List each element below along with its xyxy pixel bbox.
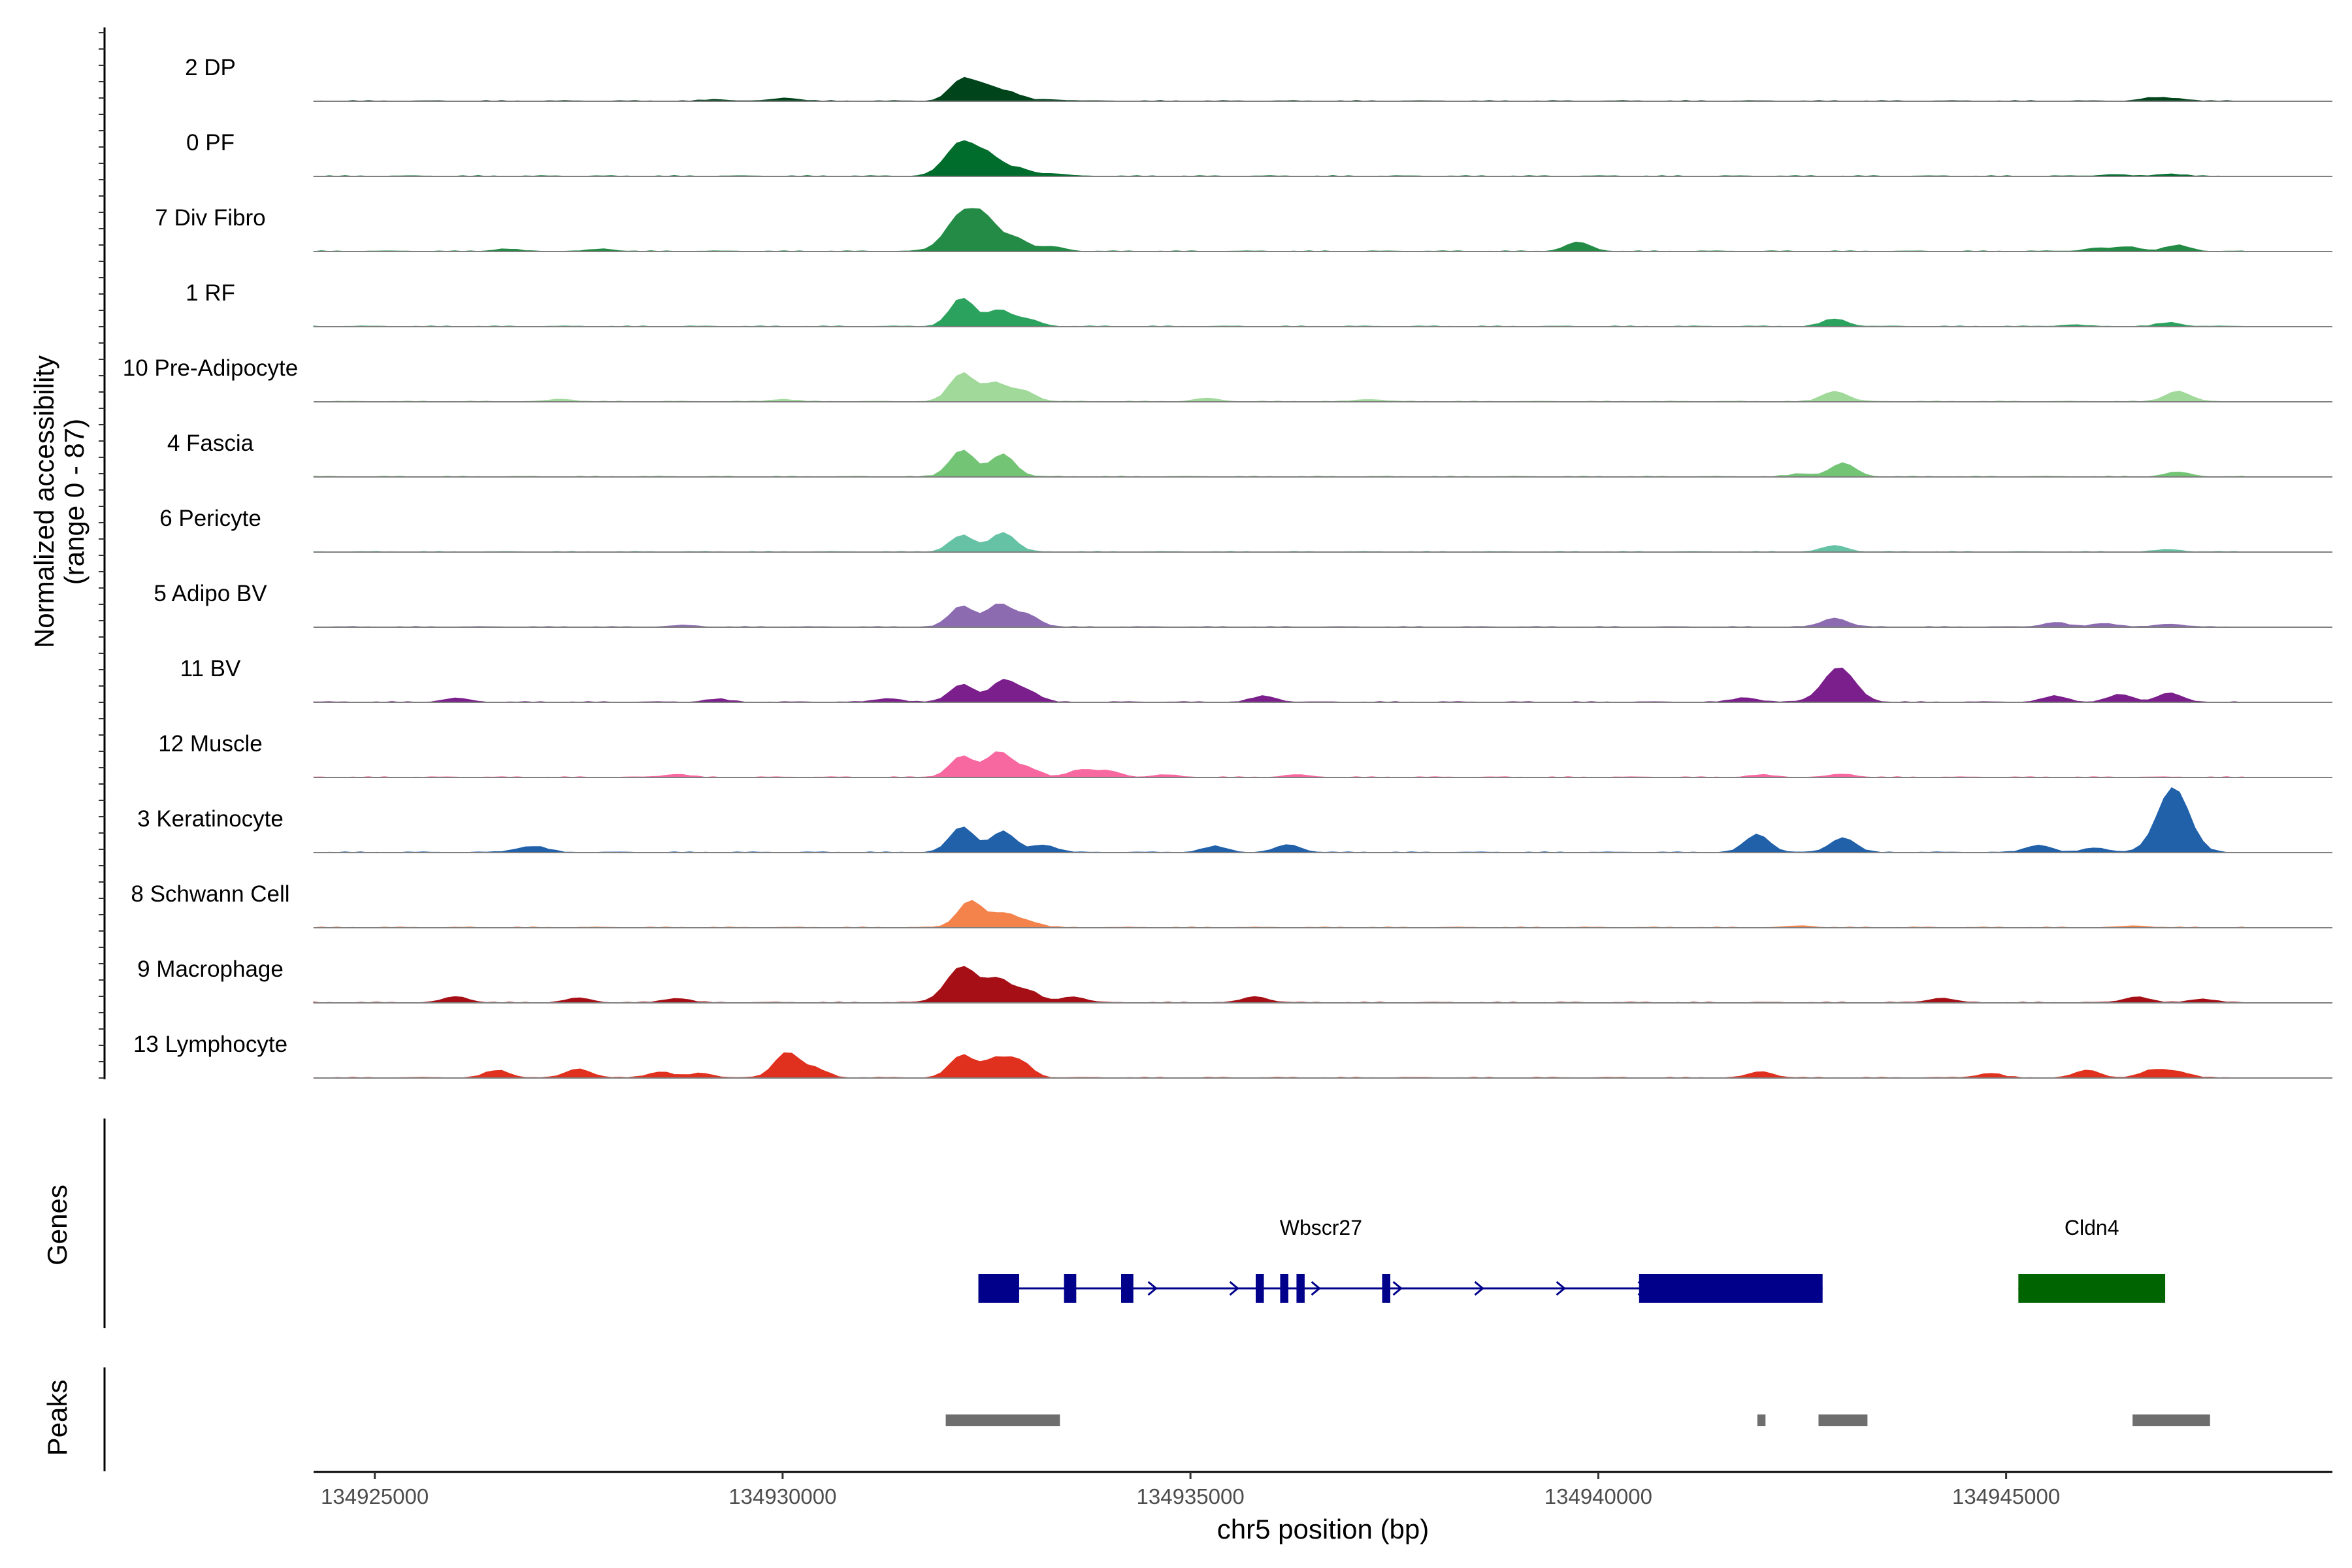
gene-direction-arrow: [1556, 1281, 1566, 1296]
track-label: 11 BV: [180, 656, 241, 681]
gene-direction-arrow: [1392, 1281, 1403, 1296]
gene-exon: [1382, 1274, 1390, 1303]
gene-direction-arrow: [1147, 1281, 1158, 1296]
track-7-div-fibro: 7 Div Fibro: [155, 205, 2332, 252]
gene-exon: [1280, 1274, 1288, 1303]
accessibility-tracks: 2 DP 0 PF 7 Div Fibro 1 RF 10 Pre-Adipocyte 4…: [123, 55, 2332, 1079]
x-tick-label: 134930000: [728, 1484, 836, 1509]
x-axis-ticks: 134925000 134930000 134935000 134940000 1349…: [321, 1472, 2060, 1509]
gene-label: Cldn4: [2065, 1216, 2119, 1239]
track-label: 10 Pre-Adipocyte: [123, 355, 298, 381]
track-13-lymphocyte: 13 Lymphocyte: [133, 1032, 2332, 1079]
track-label: 13 Lymphocyte: [133, 1032, 287, 1057]
gene-exon: [1639, 1274, 1823, 1303]
track-9-macrophage: 9 Macrophage: [137, 956, 2332, 1004]
track-label: 6 Pericyte: [159, 506, 261, 531]
gene-exon: [1256, 1274, 1264, 1303]
track-3-keratinocyte: 3 Keratinocyte: [137, 787, 2332, 853]
gene-exon: [1121, 1274, 1134, 1303]
y-axis-title-line2: (range 0 - 87): [59, 419, 90, 585]
track-8-schwann-cell: 8 Schwann Cell: [131, 881, 2332, 928]
track-label: 1 RF: [186, 280, 235, 306]
y-axis-title-line1: Normalized accessibility: [29, 355, 59, 648]
track-5-adipo-bv: 5 Adipo BV: [154, 581, 2332, 628]
gene-annotations: Wbscr27 Cldn4: [978, 1216, 2166, 1303]
track-label: 0 PF: [186, 130, 235, 155]
x-tick-label: 134945000: [1952, 1484, 2060, 1509]
track-6-pericyte: 6 Pericyte: [159, 506, 2332, 553]
x-tick-label: 134935000: [1137, 1484, 1245, 1509]
genes-panel-title: Genes: [42, 1184, 73, 1266]
x-axis-title: chr5 position (bp): [1217, 1514, 1429, 1544]
track-10-pre-adipocyte: 10 Pre-Adipocyte: [123, 355, 2332, 402]
track-11-bv: 11 BV: [180, 656, 2332, 703]
track-1-rf: 1 RF: [186, 280, 2332, 327]
peak-region-bar: [1818, 1414, 1868, 1426]
track-label: 9 Macrophage: [137, 956, 284, 982]
gene-exon: [978, 1274, 1019, 1303]
track-4-fascia: 4 Fascia: [167, 431, 2332, 478]
track-label: 5 Adipo BV: [154, 581, 267, 606]
track-label: 2 DP: [185, 55, 236, 80]
gene-exon: [1296, 1274, 1305, 1303]
peaks-panel-title: Peaks: [42, 1380, 73, 1456]
track-label: 12 Muscle: [158, 731, 263, 757]
y-axis: [99, 27, 106, 1079]
track-label: 4 Fascia: [167, 431, 254, 456]
peak-regions: [945, 1414, 2210, 1426]
gene-direction-arrow: [1311, 1281, 1321, 1296]
peak-region-bar: [2132, 1414, 2210, 1426]
track-2-dp: 2 DP: [185, 55, 2332, 102]
peak-region-bar: [1757, 1414, 1766, 1426]
gene-exon: [2018, 1274, 2166, 1303]
x-tick-label: 134940000: [1544, 1484, 1652, 1509]
x-tick-label: 134925000: [321, 1484, 429, 1509]
gene-label: Wbscr27: [1280, 1216, 1362, 1239]
track-label: 7 Div Fibro: [155, 205, 265, 231]
gene-direction-arrow: [1474, 1281, 1484, 1296]
track-label: 3 Keratinocyte: [137, 806, 284, 832]
gene-exon: [1064, 1274, 1077, 1303]
gene-direction-arrow: [1229, 1281, 1239, 1296]
gene-cldn4: Cldn4: [2018, 1216, 2166, 1303]
track-label: 8 Schwann Cell: [131, 881, 289, 907]
gene-wbscr27: Wbscr27: [978, 1216, 1823, 1303]
track-12-muscle: 12 Muscle: [158, 731, 2332, 778]
peak-region-bar: [945, 1414, 1060, 1426]
track-0-pf: 0 PF: [186, 130, 2332, 177]
